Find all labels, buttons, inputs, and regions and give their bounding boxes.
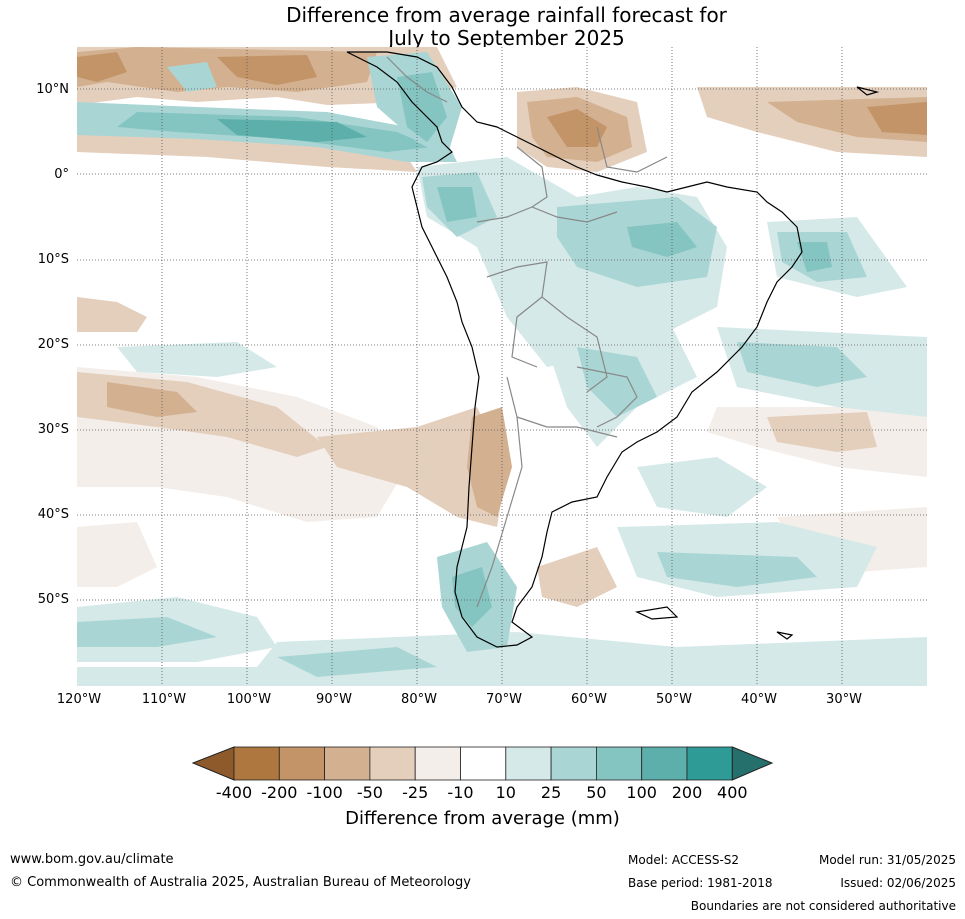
lon-label-80w: 80°W [401,692,437,707]
legend-tick: 100 [626,783,657,802]
country-borders [386,56,668,608]
legend-colorbar [191,746,774,781]
footer-copyright: © Commonwealth of Australia 2025, Austra… [10,875,471,890]
lon-label-60w: 60°W [571,692,607,707]
lon-label-110w: 110°W [141,692,187,707]
lat-label-50s: 50°S [37,592,69,607]
legend-swatch-25-50 [550,746,597,781]
footer-model-run: Model run: 31/05/2025 [818,853,956,867]
coastlines [346,51,880,648]
map-title: Difference from average rainfall forecas… [0,4,965,50]
wet-anomaly-shading [77,52,927,686]
graticule [77,47,927,686]
lat-label-10n: 10°N [36,82,69,97]
legend-tick: 25 [540,783,562,802]
lon-label-30w: 30°W [826,692,862,707]
legend-swatch-100-200 [641,746,688,781]
legend-tick: -25 [402,783,429,802]
legend-tick: 200 [671,783,703,802]
map-canvas [77,47,927,686]
legend-swatch-below-400 [191,746,235,781]
legend-swatch-50-25 [369,746,416,781]
footer-disclaimer: Boundaries are not considered authoritat… [690,899,956,913]
legend-swatch-above-400 [731,746,774,781]
lon-label-120w: 120°W [56,692,102,707]
footer-url[interactable]: www.bom.gov.au/climate [10,852,174,867]
lat-label-10s: 10°S [37,252,69,267]
title-line-1: Difference from average rainfall forecas… [286,3,727,27]
legend-tick: 50 [586,783,607,802]
legend-swatch-10-25 [505,746,552,781]
legend-swatch-50-100 [595,746,643,781]
lat-label-20s: 20°S [37,337,69,352]
legend-tick: 10 [495,783,516,802]
legend-tick: -10 [447,783,474,802]
title-line-2: July to September 2025 [388,26,625,50]
lon-label-40w: 40°W [741,692,777,707]
legend-swatch-25-10 [414,746,461,781]
lat-label-40s: 40°S [37,507,69,522]
legend-label-text: Difference from average (mm) [345,808,620,829]
rainfall-map [77,47,927,686]
legend-tick: 400 [717,783,748,802]
lon-label-70w: 70°W [486,692,522,707]
legend-swatch-100-50 [324,746,371,781]
legend-label: Difference from average (mm) [0,808,965,829]
lon-label-90w: 90°W [316,692,352,707]
lat-label-30s: 30°S [37,422,69,437]
footer-issued: Issued: 02/06/2025 [840,876,956,890]
lat-label-0: 0° [54,167,69,182]
legend-swatch-200-400 [686,746,733,781]
footer-model: Model: ACCESS-S2 [628,853,740,867]
lon-label-100w: 100°W [226,692,272,707]
footer-base-period: Base period: 1981-2018 [628,876,773,890]
lon-label-50w: 50°W [656,692,692,707]
legend-tick: -100 [306,783,343,802]
legend-swatch-400-200 [233,746,280,781]
legend-swatch-10-10 [460,746,507,781]
legend-tick: -200 [261,783,298,802]
legend-tick: -400 [215,783,253,802]
legend-tick: -50 [356,783,383,802]
legend-swatch-200-100 [278,746,326,781]
